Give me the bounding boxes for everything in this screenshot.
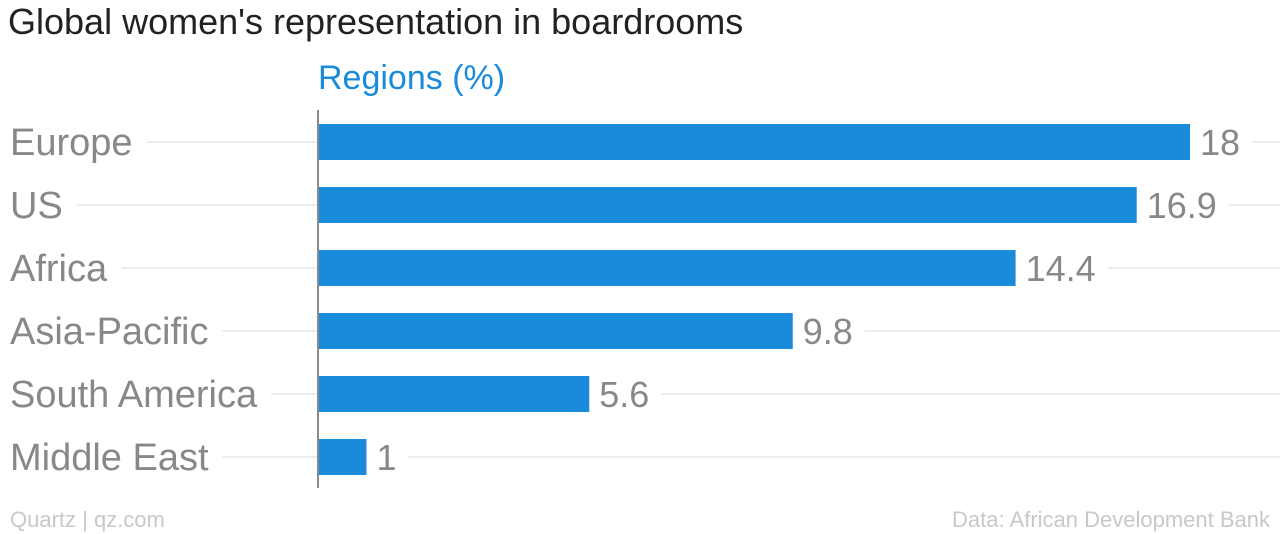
footer-source: Data: African Development Bank	[952, 507, 1271, 532]
bar	[318, 124, 1190, 160]
category-label: Africa	[10, 248, 108, 290]
value-label: 18	[1200, 122, 1240, 163]
value-label: 9.8	[803, 311, 853, 352]
value-labels: 18 16.9 14.4 9.8 5.6 1	[376, 122, 1240, 478]
value-label: 14.4	[1026, 248, 1096, 289]
bar	[318, 376, 590, 412]
series-label: Regions (%)	[318, 59, 505, 97]
category-label: Middle East	[10, 437, 209, 479]
bar	[318, 187, 1137, 223]
category-label: US	[10, 185, 63, 227]
chart-title: Global women's representation in boardro…	[8, 1, 743, 42]
bar	[318, 313, 793, 349]
value-label: 16.9	[1147, 185, 1217, 226]
footer-credit: Quartz | qz.com	[10, 507, 165, 532]
bars	[318, 124, 1190, 475]
category-labels: Europe US Africa Asia-Pacific South America M…	[10, 122, 258, 479]
category-label: Europe	[10, 122, 133, 164]
category-label: South America	[10, 374, 258, 416]
value-label: 5.6	[599, 374, 649, 415]
value-label: 1	[376, 437, 396, 478]
bar	[318, 439, 367, 475]
bar	[318, 250, 1016, 286]
category-label: Asia-Pacific	[10, 311, 209, 353]
gridlines	[76, 141, 1280, 458]
